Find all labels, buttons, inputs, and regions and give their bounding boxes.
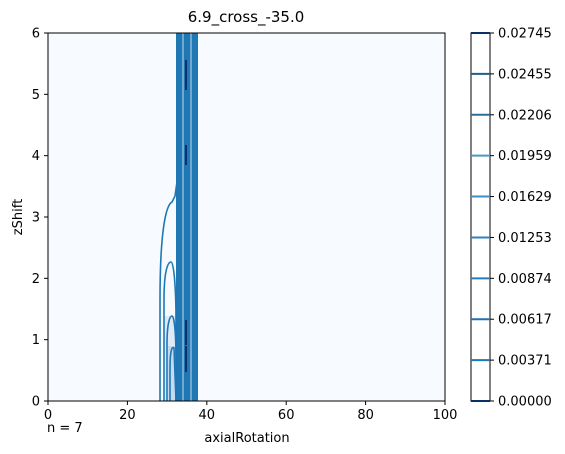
- colorbar-tick-label: 0.00371: [498, 354, 552, 369]
- colorbar-tick-label: 0.01253: [498, 231, 552, 246]
- colorbar-tick-label: 0.02206: [498, 108, 552, 123]
- contour-line-2: [163, 261, 177, 401]
- y-axis-label: zShift: [11, 199, 26, 235]
- x-axis-label: axialRotation: [204, 431, 289, 446]
- plot-area: [47, 32, 446, 402]
- x-axis: 0 20 40 60 80 100: [44, 401, 458, 423]
- y-tick-label: 5: [32, 88, 40, 103]
- contour-dense-band: [176, 33, 198, 401]
- colorbar-tick-label: 0.00874: [498, 272, 552, 287]
- x-tick-label: 20: [119, 408, 136, 423]
- colorbar: 0.00000 0.00371 0.00617 0.00874 0.01253 0.016…: [470, 27, 552, 410]
- y-tick-label: 6: [32, 27, 40, 42]
- x-tick-label: 60: [278, 408, 295, 423]
- chart-title: 6.9_cross_-35.0: [188, 8, 305, 27]
- colorbar-tick-label: 0.01959: [498, 149, 552, 164]
- x-tick-label: 80: [357, 408, 374, 423]
- contour-line-3: [166, 315, 177, 401]
- plot-background: [48, 33, 445, 401]
- colorbar-tick-label: 0.02455: [498, 67, 552, 82]
- y-tick-label: 4: [32, 149, 40, 164]
- y-axis: 0 1 2 3 4 5 6: [32, 27, 48, 410]
- colorbar-ticks: 0.00000 0.00371 0.00617 0.00874 0.01253 0.016…: [471, 27, 552, 410]
- contour-line-4: [169, 346, 177, 402]
- contour-line-outer: [159, 33, 179, 401]
- y-tick-label: 3: [32, 211, 40, 226]
- x-tick-label: 100: [433, 408, 458, 423]
- colorbar-tick-label: 0.00000: [498, 395, 552, 410]
- colorbar-tick-label: 0.02745: [498, 27, 552, 42]
- n-annotation: n = 7: [47, 421, 83, 436]
- y-tick-label: 2: [32, 272, 40, 287]
- colorbar-tick-label: 0.00617: [498, 313, 552, 328]
- x-tick-label: 0: [44, 408, 52, 423]
- colorbar-frame: [470, 32, 491, 402]
- y-tick-label: 1: [32, 333, 40, 348]
- y-tick-label: 0: [32, 395, 40, 410]
- x-tick-label: 40: [199, 408, 216, 423]
- colorbar-tick-label: 0.01629: [498, 190, 552, 205]
